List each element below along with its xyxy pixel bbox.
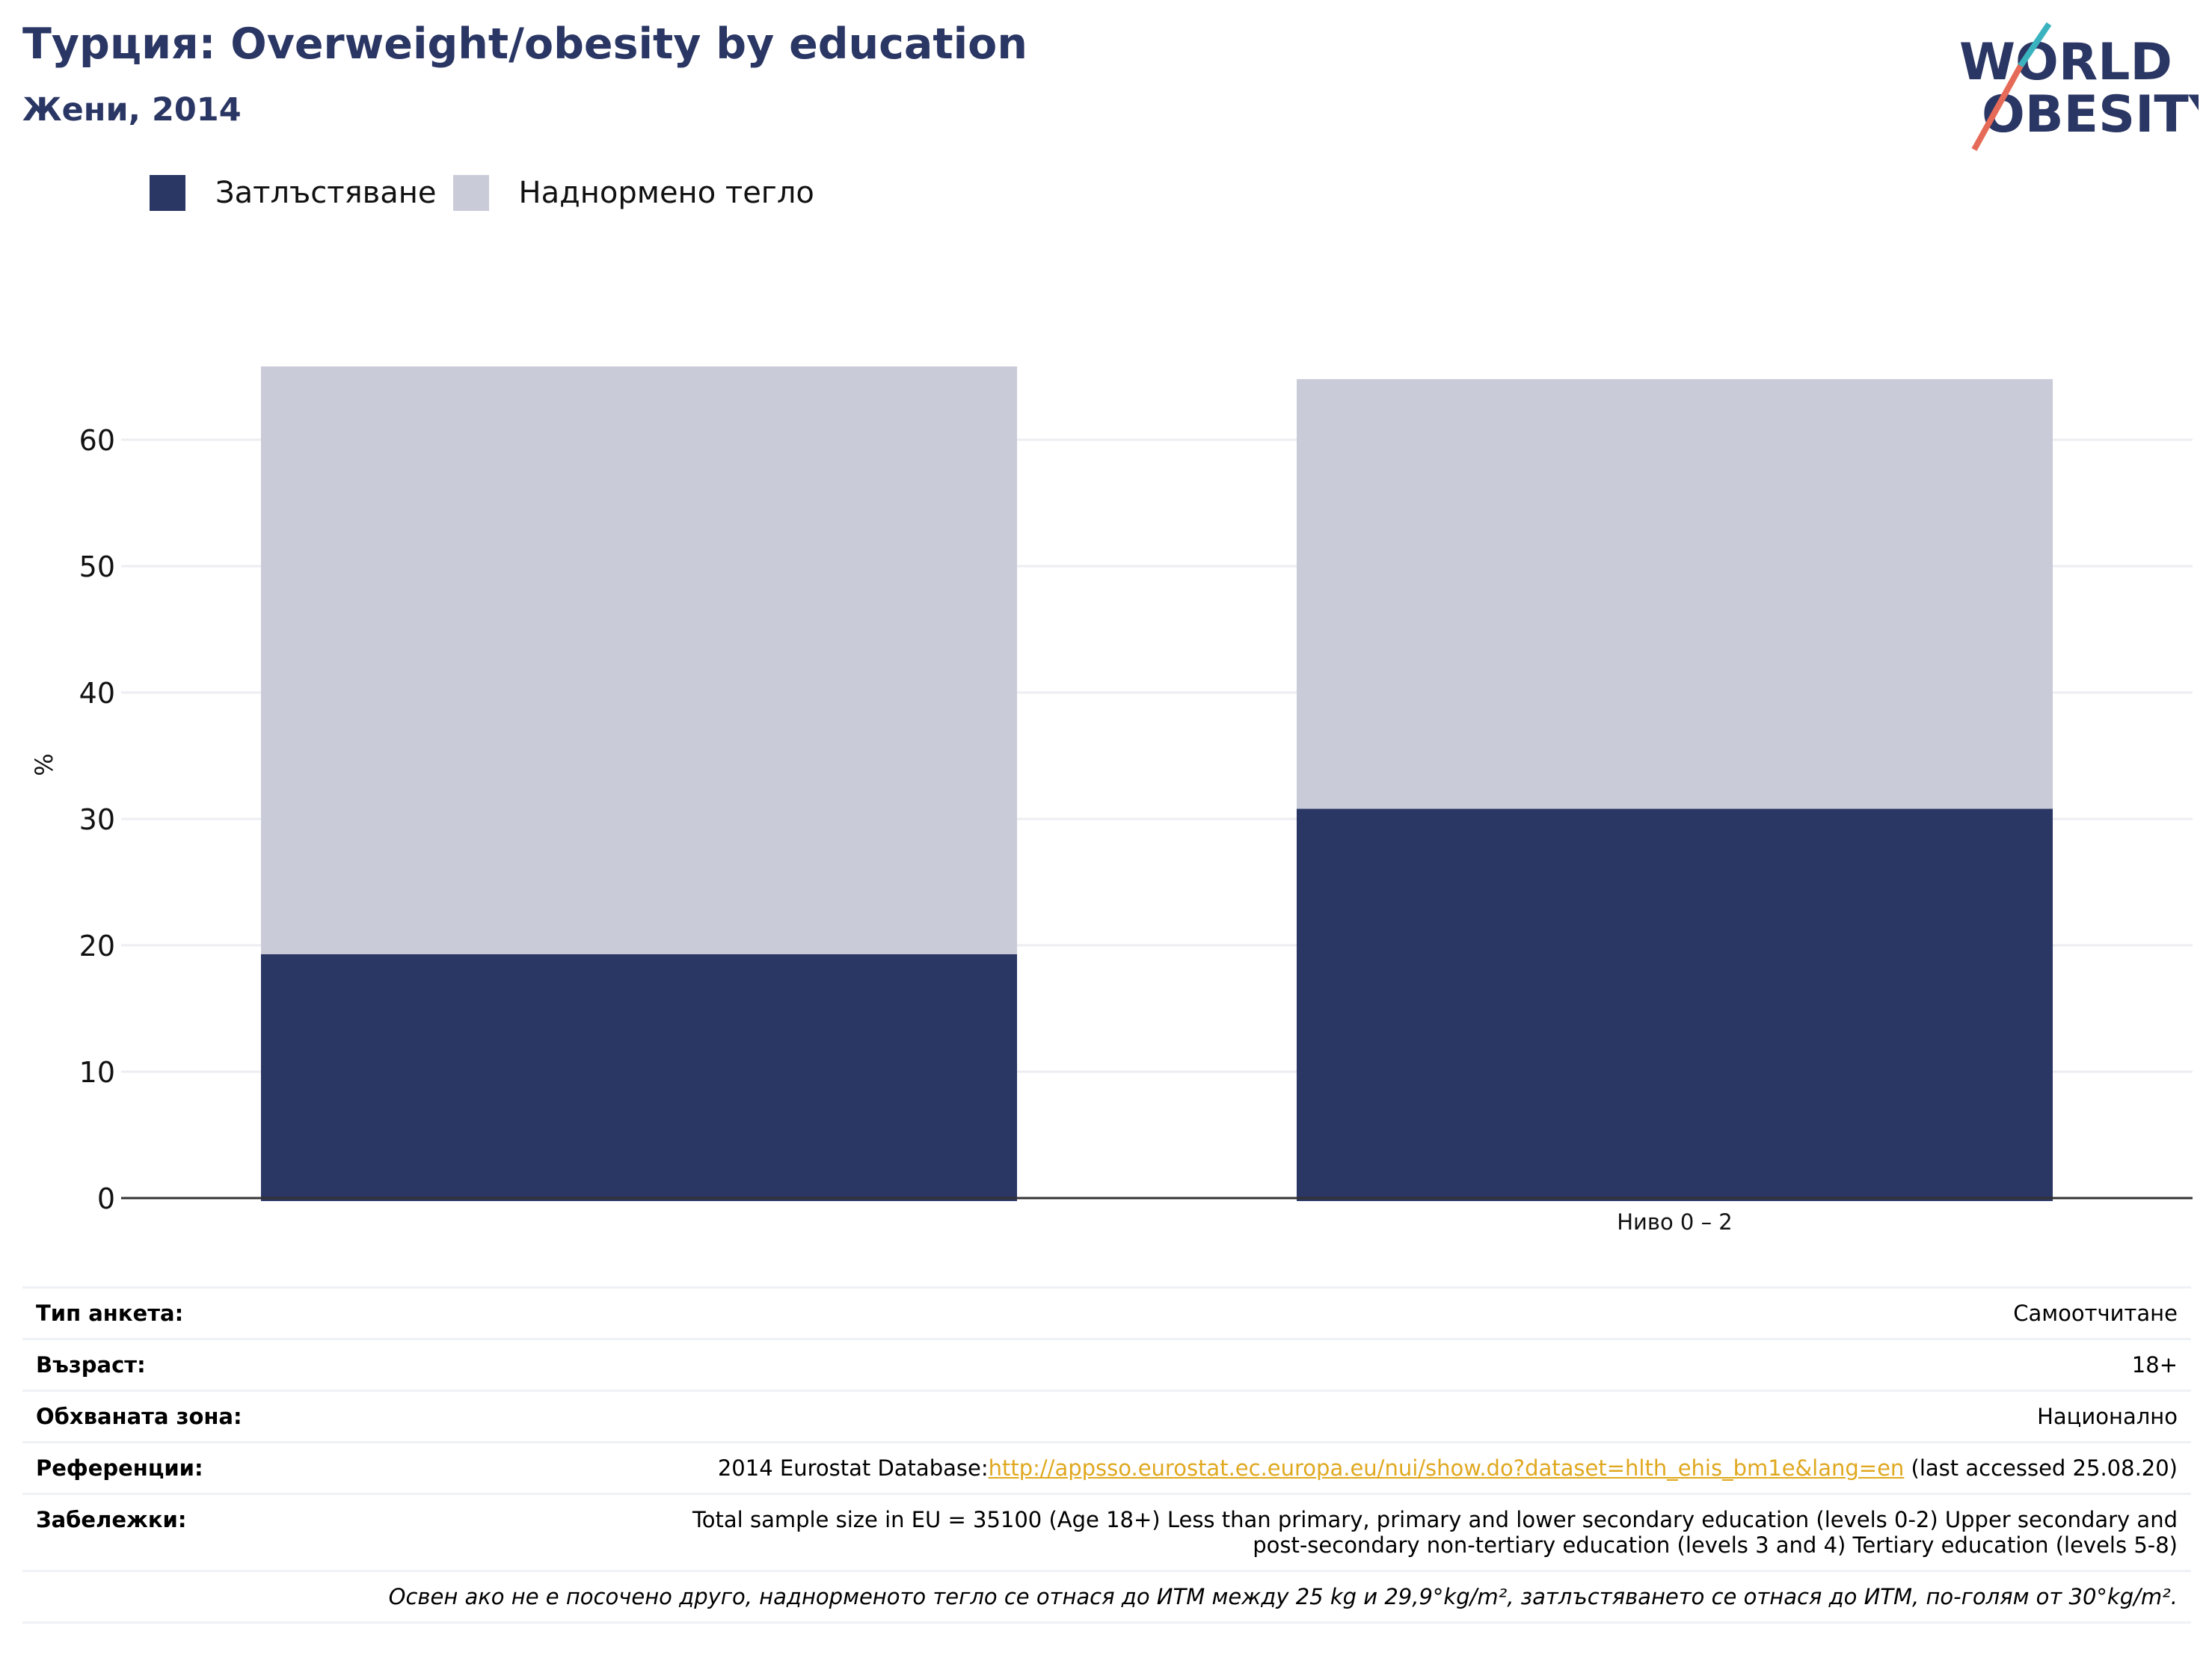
y-tick-label: 50 [79,550,115,583]
meta-label: Референции: [22,1441,573,1494]
meta-row-age: Възраст: 18+ [22,1338,2191,1391]
y-tick-label: 0 [97,1182,115,1215]
meta-label: Обхваната зона: [22,1390,573,1443]
meta-value: Total sample size in EU = 35100 (Age 18+… [573,1493,2191,1571]
world-obesity-logo: WORLD OBESITY [1959,22,2199,151]
bar-overweight [1296,378,2053,809]
reference-prefix: 2014 Eurostat Database: [717,1455,989,1481]
logo-word-obesity: OBESITY [1982,85,2199,144]
meta-value: Самоотчитане [573,1286,2191,1339]
y-tick-label: 30 [79,803,115,836]
reference-suffix: (last accessed 25.08.20) [1904,1455,2178,1481]
logo-slash-teal [2018,22,2052,68]
bar-overweight [260,366,1018,954]
meta-label: Забележки: [22,1493,573,1571]
chart-subtitle: Жени, 2014 [22,91,242,129]
meta-value: 18+ [573,1338,2191,1391]
legend-label-obesity: Затлъстяване [215,176,437,210]
logo-word-world: WORLD [1959,33,2172,92]
meta-row-notes: Забележки: Total sample size in EU = 351… [22,1493,2191,1571]
meta-row-area: Обхваната зона: Национално [22,1390,2191,1443]
chart-legend: Затлъстяване Наднормено тегло [150,172,831,214]
stacked-bar-chart: 0 10 20 30 40 50 60% Ниво 0 – 2 [30,366,2193,1235]
logo-slash-coral [1971,64,2024,151]
metadata-table: Тип анкета: Самоотчитане Възраст: 18+ Об… [22,1286,2191,1624]
bar-obesity [260,954,1018,1201]
notes-line-1: Total sample size in EU = 35100 (Age 18+… [692,1507,2178,1532]
meta-value: Национално [573,1390,2191,1443]
y-tick-label: 60 [79,424,115,457]
y-tick-label: 40 [79,677,115,710]
meta-value: 2014 Eurostat Database:http://appsso.eur… [573,1441,2191,1494]
legend-swatch-obesity [150,175,185,211]
meta-label: Възраст: [22,1338,573,1391]
notes-line-2: post-secondary non-tertiary education (l… [1253,1532,2178,1558]
reference-link[interactable]: http://appsso.eurostat.ec.europa.eu/nui/… [988,1455,1905,1481]
legend-swatch-overweight [452,175,489,211]
meta-label: Тип анкета: [22,1286,573,1339]
legend-label-overweight: Наднормено тегло [518,176,814,210]
y-tick-label: 10 [79,1056,115,1089]
meta-row-references: Референции: 2014 Eurostat Database:http:… [22,1441,2191,1494]
meta-row-survey-type: Тип анкета: Самоотчитане [22,1286,2191,1339]
legend-item-obesity: Затлъстяване [150,175,437,211]
footnote: Освен ако не е посочено друго, наднормен… [22,1570,2191,1624]
bar-obesity [1296,808,2053,1201]
x-tick-label: Ниво 0 – 2 [1617,1209,1733,1235]
y-tick-label: 20 [79,930,115,963]
meta-row-footnote: Освен ако не е посочено друго, наднормен… [22,1570,2191,1624]
y-axis-label: % [30,753,58,776]
legend-item-overweight: Наднормено тегло [452,175,814,211]
chart-title: Турция: Overweight/obesity by education [22,19,1027,69]
